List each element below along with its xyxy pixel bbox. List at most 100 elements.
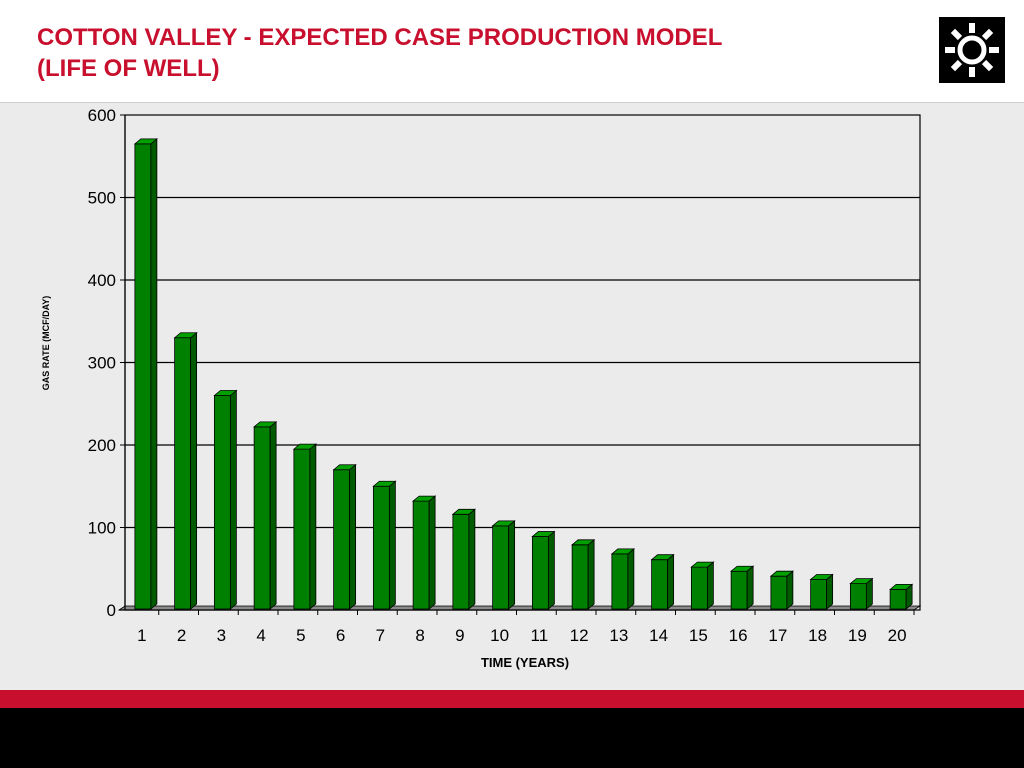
bar (173, 331, 198, 610)
bar-front (810, 579, 828, 610)
bar-top (412, 495, 437, 502)
x-tick-label: 8 (415, 626, 424, 645)
x-tick-label: 10 (490, 626, 509, 645)
bar-side (587, 538, 595, 610)
x-tick-label: 3 (217, 626, 226, 645)
page-title: COTTON VALLEY - EXPECTED CASE PRODUCTION… (37, 22, 857, 84)
bar (889, 583, 914, 610)
bar-front (531, 536, 549, 610)
bar-top (133, 138, 158, 145)
bar-side (706, 561, 714, 610)
x-tick-label: 18 (808, 626, 827, 645)
bar (491, 519, 516, 610)
bar (412, 495, 437, 610)
bar-top (849, 578, 874, 585)
bar-front (134, 143, 152, 610)
y-tick-label: 600 (88, 106, 116, 125)
bar-side (349, 463, 357, 610)
bar-front (213, 395, 231, 610)
bar-front (174, 337, 192, 610)
bar (571, 538, 596, 610)
bar (809, 573, 834, 610)
bar-front (571, 544, 589, 610)
bar-front (611, 553, 629, 610)
bar-top (173, 332, 198, 339)
bar-front (492, 525, 510, 610)
bar-front (690, 566, 708, 610)
bar-front (452, 513, 470, 610)
bar-top (491, 520, 516, 527)
bar (213, 389, 238, 610)
bar (451, 508, 476, 610)
x-tick-label: 9 (455, 626, 464, 645)
bar-side (627, 548, 635, 610)
x-tick-label: 7 (376, 626, 385, 645)
bar (730, 565, 755, 610)
bar-side (667, 553, 675, 610)
bar (292, 443, 317, 610)
bar (253, 420, 278, 610)
bar (531, 530, 556, 610)
bar-side (388, 480, 396, 610)
sun-gear-icon (939, 17, 1005, 83)
bar (650, 553, 675, 610)
x-tick-label: 4 (256, 626, 265, 645)
bar-front (849, 583, 867, 610)
bar-side (269, 420, 277, 610)
y-axis-label: GAS RATE (MCF/DAY) (41, 296, 51, 391)
bar-top (213, 390, 238, 396)
title-line-2: (LIFE OF WELL) (37, 55, 220, 82)
y-tick-label: 500 (88, 189, 116, 208)
bar-top (253, 421, 278, 428)
x-tick-label: 2 (177, 626, 186, 645)
bar-front (770, 575, 788, 610)
y-tick-label: 300 (88, 354, 116, 373)
bar-top (809, 574, 834, 580)
bar (610, 548, 635, 610)
bar-side (508, 519, 516, 610)
bar-top (292, 443, 317, 450)
x-tick-label: 13 (609, 626, 628, 645)
bar-front (372, 485, 390, 610)
bar-top (531, 531, 556, 537)
x-tick-label: 11 (531, 626, 549, 645)
title-line-1: COTTON VALLEY - EXPECTED CASE PRODUCTION… (37, 24, 723, 51)
bar (372, 480, 397, 610)
x-tick-label: 6 (336, 626, 345, 645)
bar-front (293, 448, 311, 610)
y-tick-label: 400 (88, 271, 116, 290)
bar-top (332, 464, 357, 471)
bar (849, 577, 874, 610)
bar-front (889, 588, 907, 610)
bar-front (253, 426, 271, 610)
x-tick-label: 15 (689, 626, 708, 645)
y-tick-label: 100 (88, 519, 116, 538)
footer-black-band (0, 708, 1024, 768)
bar-side (428, 495, 436, 610)
x-tick-label: 12 (570, 626, 589, 645)
x-tick-label: 17 (768, 626, 787, 645)
bar-side (190, 331, 198, 610)
bar-side (786, 570, 794, 610)
bar (769, 570, 794, 610)
bar (690, 561, 715, 610)
bar-top (571, 539, 596, 546)
bar-top (690, 561, 715, 568)
bar-front (730, 570, 748, 610)
bar-side (547, 530, 555, 610)
bar-top (889, 583, 914, 590)
bar-top (610, 548, 635, 555)
chart-panel: 0 100 200 300 400 500 600 1 2 3 4 5 6 7 8 9 10 11 12 13 14 15… (0, 102, 1024, 691)
x-tick-label: 14 (649, 626, 668, 645)
footer-red-band (0, 690, 1024, 708)
x-tick-label: 16 (729, 626, 748, 645)
bar-top (730, 565, 755, 572)
x-tick-label: 19 (848, 626, 867, 645)
bar-top (650, 554, 675, 561)
bar-side (826, 573, 834, 610)
x-tick-label: 5 (296, 626, 305, 645)
bar-side (746, 565, 754, 610)
x-tick-label: 20 (888, 626, 907, 645)
bar-front (333, 469, 351, 610)
